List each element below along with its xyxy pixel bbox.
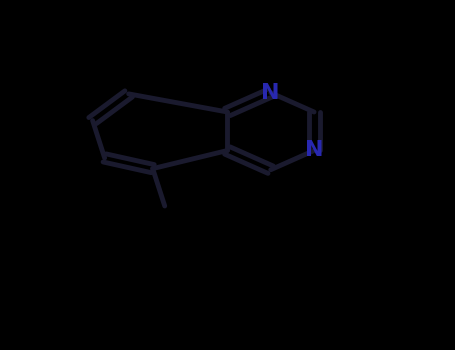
Text: N: N — [262, 83, 280, 103]
Text: N: N — [305, 140, 324, 161]
